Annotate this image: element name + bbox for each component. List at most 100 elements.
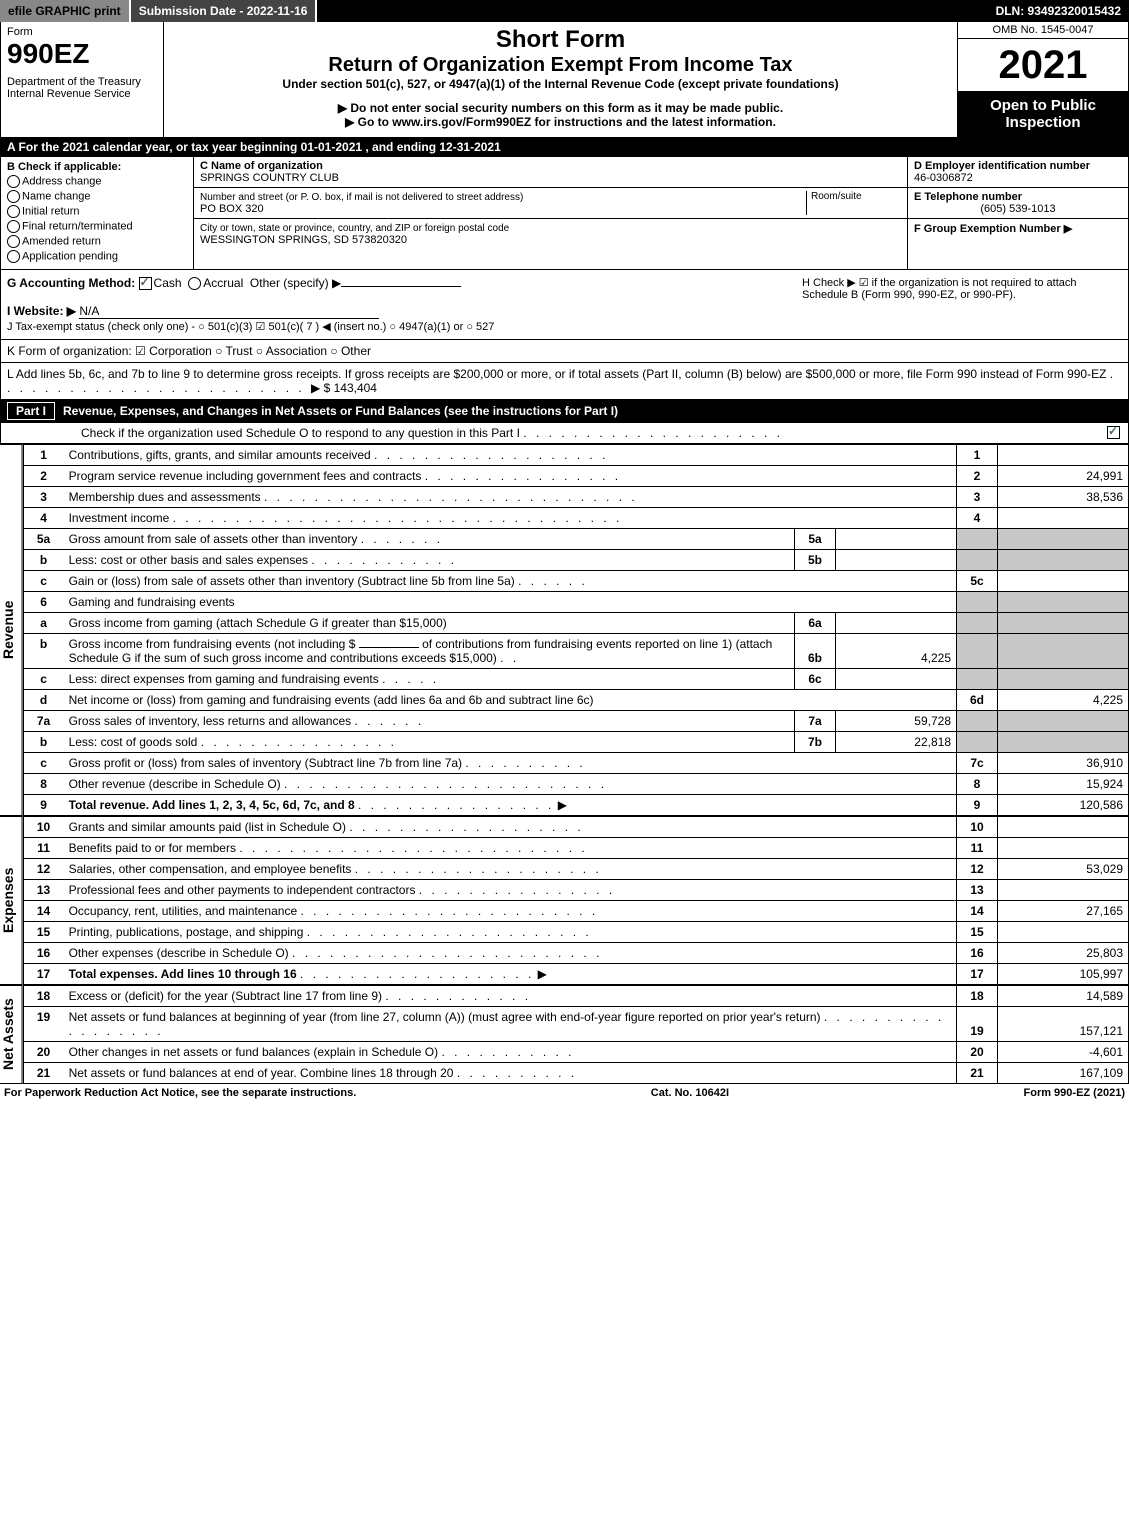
note-ssn: ▶ Do not enter social security numbers o… [170, 101, 951, 115]
line-3: 3 Membership dues and assessments . . . … [23, 487, 1128, 508]
footer-right: Form 990-EZ (2021) [1024, 1087, 1125, 1099]
dept-label: Department of the Treasury Internal Reve… [7, 76, 157, 100]
revenue-section: Revenue 1 Contributions, gifts, grants, … [0, 444, 1129, 816]
org-name: SPRINGS COUNTRY CLUB [200, 172, 339, 184]
form-header: Form 990EZ Department of the Treasury In… [0, 22, 1129, 138]
website-value: N/A [79, 304, 379, 319]
line-4: 4 Investment income . . . . . . . . . . … [23, 508, 1128, 529]
page-footer: For Paperwork Reduction Act Notice, see … [0, 1084, 1129, 1102]
check-name-change[interactable]: Name change [7, 190, 187, 203]
room-label: Room/suite [807, 191, 901, 215]
street-label: Number and street (or P. O. box, if mail… [200, 192, 523, 203]
check-application-pending[interactable]: Application pending [7, 250, 187, 263]
header-right: OMB No. 1545-0047 2021 Open to Public In… [958, 22, 1128, 137]
check-amended-return[interactable]: Amended return [7, 235, 187, 248]
line-21: 21 Net assets or fund balances at end of… [23, 1063, 1128, 1084]
footer-left: For Paperwork Reduction Act Notice, see … [4, 1087, 356, 1099]
line-7b: b Less: cost of goods sold . . . . . . .… [23, 732, 1128, 753]
c-name-label: C Name of organization [200, 160, 323, 172]
check-schedule-o[interactable] [1107, 426, 1120, 439]
street-value: PO BOX 320 [200, 203, 264, 215]
phone-value: (605) 539-1013 [914, 203, 1122, 215]
line-13: 13 Professional fees and other payments … [23, 880, 1128, 901]
open-to-public: Open to Public Inspection [958, 91, 1128, 137]
line-12: 12 Salaries, other compensation, and emp… [23, 859, 1128, 880]
line-16: 16 Other expenses (describe in Schedule … [23, 943, 1128, 964]
check-initial-return[interactable]: Initial return [7, 205, 187, 218]
gh-row: G Accounting Method: Cash Accrual Other … [0, 270, 1129, 340]
main-title: Return of Organization Exempt From Incom… [170, 54, 951, 77]
line-20: 20 Other changes in net assets or fund b… [23, 1042, 1128, 1063]
section-d: D Employer identification number 46-0306… [908, 157, 1128, 269]
section-c: C Name of organization SPRINGS COUNTRY C… [194, 157, 908, 269]
footer-center: Cat. No. 10642I [651, 1087, 729, 1099]
expenses-section: Expenses 10 Grants and similar amounts p… [0, 816, 1129, 985]
part1-header: Part I Revenue, Expenses, and Changes in… [0, 400, 1129, 423]
section-b-label: B Check if applicable: [7, 161, 121, 173]
check-accrual[interactable] [188, 277, 201, 290]
section-h: H Check ▶ ☑ if the organization is not r… [802, 276, 1122, 333]
phone-label: E Telephone number [914, 191, 1022, 203]
section-b: B Check if applicable: Address change Na… [1, 157, 194, 269]
revenue-sidelabel: Revenue [0, 444, 23, 816]
line-5b: b Less: cost or other basis and sales ex… [23, 550, 1128, 571]
netassets-table: 18 Excess or (deficit) for the year (Sub… [23, 985, 1129, 1084]
part1-checkline: Check if the organization used Schedule … [0, 423, 1129, 444]
check-address-change[interactable]: Address change [7, 175, 187, 188]
topbar-spacer [317, 0, 987, 22]
form-number: 990EZ [7, 38, 157, 70]
check-cash[interactable] [139, 277, 152, 290]
top-bar: efile GRAPHIC print Submission Date - 20… [0, 0, 1129, 22]
part1-tag: Part I [7, 402, 55, 420]
line-15: 15 Printing, publications, postage, and … [23, 922, 1128, 943]
line-14: 14 Occupancy, rent, utilities, and maint… [23, 901, 1128, 922]
line-7c: c Gross profit or (loss) from sales of i… [23, 753, 1128, 774]
line-6a: a Gross income from gaming (attach Sched… [23, 613, 1128, 634]
line-6d: d Net income or (loss) from gaming and f… [23, 690, 1128, 711]
netassets-section: Net Assets 18 Excess or (deficit) for th… [0, 985, 1129, 1084]
efile-label: efile GRAPHIC print [0, 0, 131, 22]
section-a: A For the 2021 calendar year, or tax yea… [0, 138, 1129, 157]
section-j: J Tax-exempt status (check only one) - ○… [7, 321, 494, 333]
line-11: 11 Benefits paid to or for members . . .… [23, 838, 1128, 859]
l-text: L Add lines 5b, 6c, and 7b to line 9 to … [7, 367, 1106, 381]
expenses-sidelabel: Expenses [0, 816, 23, 985]
short-form-title: Short Form [170, 26, 951, 54]
bcd-row: B Check if applicable: Address change Na… [0, 157, 1129, 270]
i-label: I Website: ▶ [7, 304, 76, 318]
line-5c: c Gain or (loss) from sale of assets oth… [23, 571, 1128, 592]
submission-date-label: Submission Date - 2022-11-16 [131, 0, 318, 22]
line-18: 18 Excess or (deficit) for the year (Sub… [23, 986, 1128, 1007]
line-8: 8 Other revenue (describe in Schedule O)… [23, 774, 1128, 795]
line-19: 19 Net assets or fund balances at beginn… [23, 1007, 1128, 1042]
part1-title: Revenue, Expenses, and Changes in Net As… [63, 404, 618, 418]
line-9: 9 Total revenue. Add lines 1, 2, 3, 4, 5… [23, 795, 1128, 816]
header-center: Short Form Return of Organization Exempt… [164, 22, 958, 137]
check-final-return[interactable]: Final return/terminated [7, 220, 187, 233]
omb-number: OMB No. 1545-0047 [958, 22, 1128, 39]
subtitle: Under section 501(c), 527, or 4947(a)(1)… [170, 77, 951, 91]
dln-label: DLN: 93492320015432 [988, 0, 1129, 22]
line-1: 1 Contributions, gifts, grants, and simi… [23, 445, 1128, 466]
line-17: 17 Total expenses. Add lines 10 through … [23, 964, 1128, 985]
tax-year: 2021 [958, 39, 1128, 91]
section-k: K Form of organization: ☑ Corporation ○ … [0, 340, 1129, 363]
line-5a: 5a Gross amount from sale of assets othe… [23, 529, 1128, 550]
other-method-input[interactable] [341, 286, 461, 287]
expenses-table: 10 Grants and similar amounts paid (list… [23, 816, 1129, 985]
line-6c: c Less: direct expenses from gaming and … [23, 669, 1128, 690]
line-2: 2 Program service revenue including gove… [23, 466, 1128, 487]
line-6: 6 Gaming and fundraising events [23, 592, 1128, 613]
l-value: ▶ $ 143,404 [311, 381, 377, 395]
line-7a: 7a Gross sales of inventory, less return… [23, 711, 1128, 732]
g-label: G Accounting Method: [7, 276, 135, 290]
header-left: Form 990EZ Department of the Treasury In… [1, 22, 164, 137]
netassets-sidelabel: Net Assets [0, 985, 23, 1084]
group-exemption-label: F Group Exemption Number ▶ [914, 223, 1072, 235]
section-l: L Add lines 5b, 6c, and 7b to line 9 to … [0, 363, 1129, 400]
city-label: City or town, state or province, country… [200, 223, 509, 234]
ein-label: D Employer identification number [914, 160, 1090, 172]
line-10: 10 Grants and similar amounts paid (list… [23, 817, 1128, 838]
line-6b: b Gross income from fundraising events (… [23, 634, 1128, 669]
ein-value: 46-0306872 [914, 172, 973, 184]
